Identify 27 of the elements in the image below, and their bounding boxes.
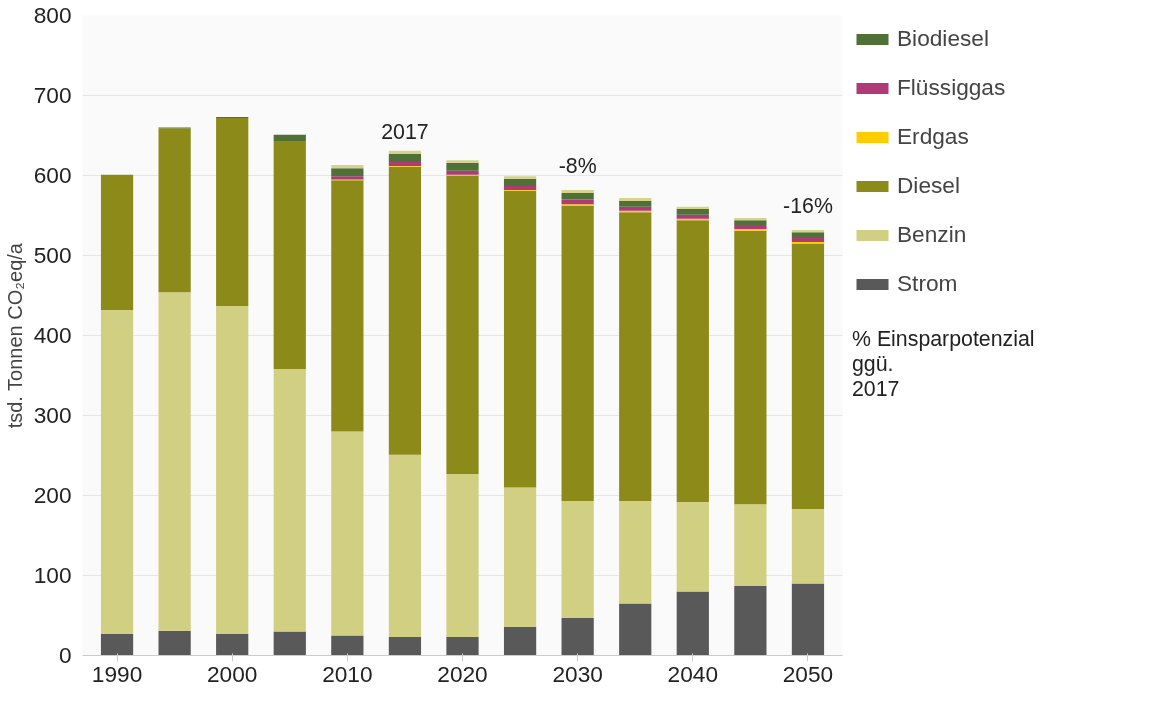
x-tick-label: 2010 [322, 660, 373, 687]
y-tick-label: 300 [33, 402, 72, 428]
y-tick-label: 400 [33, 322, 72, 348]
y-tick-label: 800 [33, 2, 72, 28]
y-tick-label: 600 [33, 162, 72, 188]
legend-label: Flüssiggas [897, 74, 1006, 101]
x-tick-label: 2020 [437, 660, 488, 687]
y-tick-label: 500 [33, 242, 72, 268]
text: % Einsparpotenzial ggü. 2017 [852, 327, 1035, 402]
x-tick-label: 2050 [782, 660, 834, 687]
x-tick-label: 2040 [667, 660, 719, 687]
annotation: 2017 [381, 119, 429, 144]
legend-label: Benzin [897, 221, 967, 248]
y-tick-label: 700 [33, 82, 72, 108]
y-tick-label: 0 [58, 642, 72, 668]
y-tick-label: 100 [33, 562, 72, 588]
y-axis-title: tsd. Tonnen CO₂eq/a [3, 242, 26, 429]
annotation: -16% [783, 193, 833, 218]
x-tick-label: 2000 [207, 660, 258, 687]
annotation: -8% [558, 153, 597, 178]
legend-label: Strom [897, 270, 958, 297]
legend-label: Diesel [897, 172, 960, 199]
legend-label: Biodiesel [897, 25, 989, 52]
legend-label: Erdgas [897, 123, 969, 150]
y-tick-label: 200 [33, 482, 72, 508]
x-tick-label: 1990 [91, 660, 143, 687]
x-tick-label: 2030 [552, 660, 603, 687]
